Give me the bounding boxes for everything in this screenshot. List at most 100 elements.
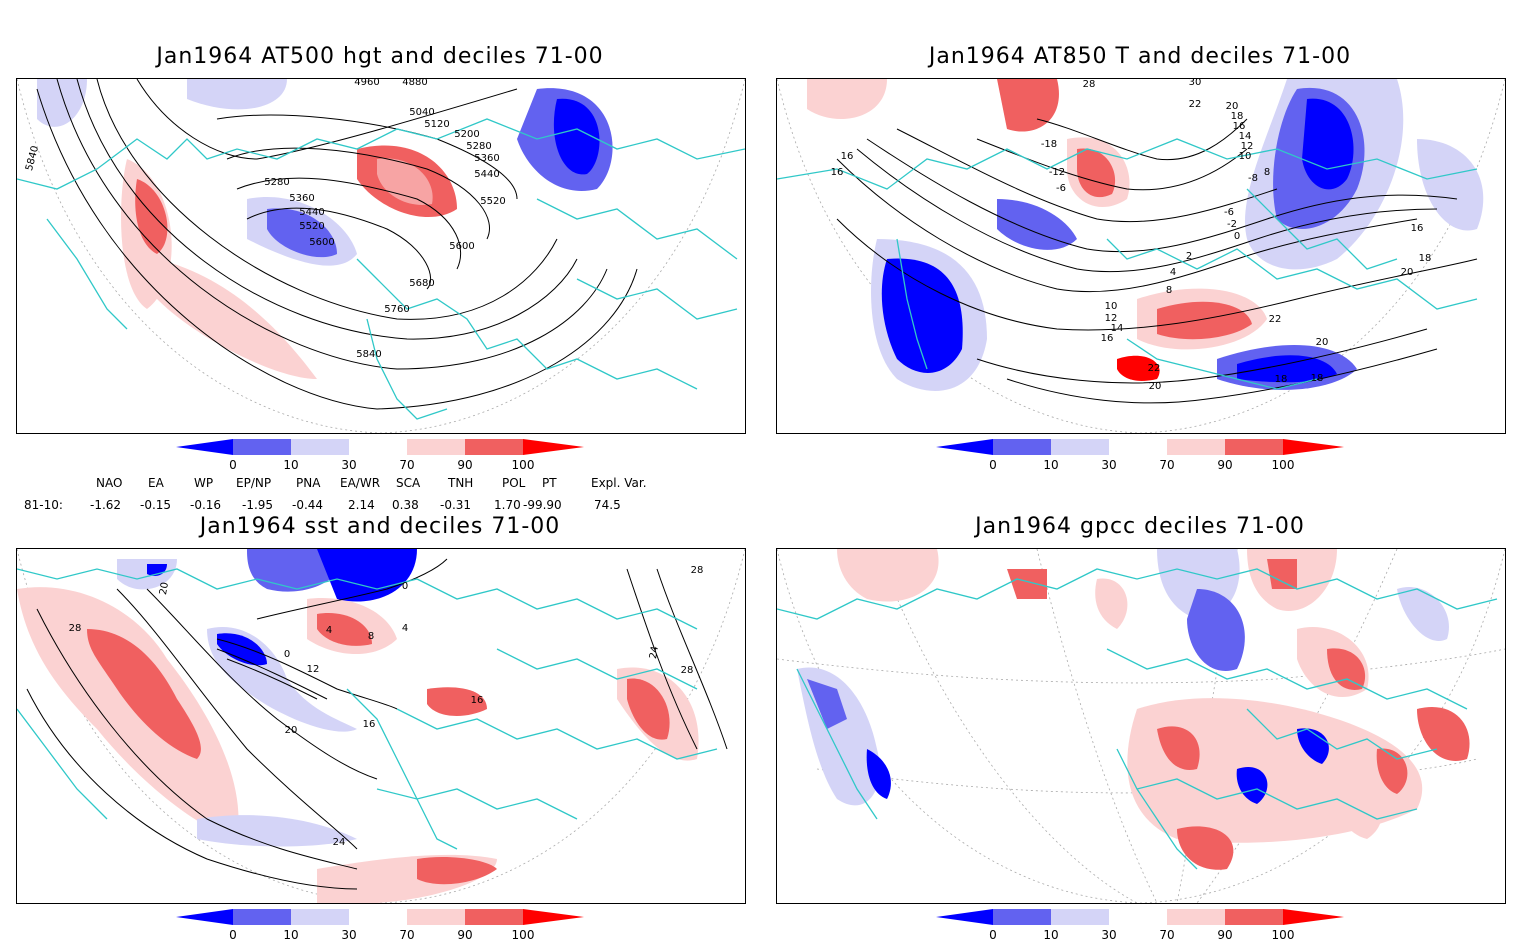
colorbar-label: 100 (1271, 458, 1295, 472)
contour-label: 20 (285, 725, 298, 736)
colorbar-t850: 0 10 30 70 90 100 (936, 439, 1344, 479)
contour-label: 18 (1419, 253, 1432, 264)
colorbar-segment (1109, 439, 1167, 455)
colorbar-segment (233, 909, 291, 925)
colorbar-segment (349, 909, 407, 925)
contour-label: 8 (1264, 167, 1270, 178)
colorbar-label: 10 (283, 928, 299, 942)
colorbar-label: 30 (341, 928, 357, 942)
contour-label: 10 (1239, 151, 1252, 162)
colorbar-segment (936, 439, 993, 455)
contour-label: 18 (1231, 111, 1244, 122)
contour-label: 5040 (409, 107, 434, 118)
contour-label: 4960 (354, 79, 379, 88)
contour-label: 24 (333, 837, 346, 848)
index-header: EA/WR (340, 476, 381, 490)
colorbar-label: 30 (1101, 458, 1117, 472)
colorbar-label: 30 (341, 458, 357, 472)
map-hgt500-canvas: 4960 4880 5040 5120 5200 5280 5360 5440 … (17, 79, 745, 433)
contour-label: 20 (1226, 101, 1239, 112)
contour-label: -8 (1248, 173, 1258, 184)
colorbar-segment (176, 439, 233, 455)
colorbar-segment (1051, 439, 1109, 455)
colorbar-segment (465, 439, 523, 455)
colorbar-label: 100 (511, 458, 535, 472)
index-header: TNH (448, 476, 474, 490)
contour-label: 5280 (466, 141, 491, 152)
contour-label: 16 (1101, 333, 1114, 344)
contour-label: 28 (1083, 79, 1096, 90)
colorbar-segment (291, 439, 349, 455)
contour-label: 5200 (454, 129, 479, 140)
index-value: -0.16 (190, 498, 222, 512)
colorbar-label: 0 (989, 458, 997, 472)
contour-label: 2 (1186, 251, 1192, 262)
colorbar-label: 70 (1159, 458, 1175, 472)
colorbar-label: 30 (1101, 928, 1117, 942)
contour-label: 16 (471, 695, 484, 706)
contour-label: 16 (363, 719, 376, 730)
teleconnection-indices: NAO EA WP EP/NP PNA EA/WR SCA TNH POL PT… (0, 474, 700, 514)
contour-label: 14 (1239, 131, 1252, 142)
index-value: -0.15 (140, 498, 172, 512)
contour-label: 20 (1316, 337, 1329, 348)
contour-label: 4 (326, 625, 332, 636)
colorbar-label: 10 (1043, 928, 1059, 942)
colorbar-segment (523, 909, 584, 925)
contour-label: 5520 (299, 221, 324, 232)
colorbar-label: 10 (283, 458, 299, 472)
contour-label: 5600 (309, 237, 334, 248)
panel-title-gpcc: Jan1964 gpcc deciles 71-00 (975, 514, 1305, 539)
contour-label: 4880 (402, 79, 427, 88)
contour-label: 18 (1275, 374, 1288, 385)
panel-title-hgt500: Jan1964 AT500 hgt and deciles 71-00 (156, 44, 604, 69)
index-value: -99.90 (523, 498, 562, 512)
index-value: -1.62 (90, 498, 122, 512)
contour-label: 18 (1311, 373, 1324, 384)
colorbar-segment (1283, 909, 1344, 925)
colorbar-label: 90 (1217, 928, 1233, 942)
colorbar-gpcc: 0 10 30 70 90 100 (936, 909, 1344, 949)
index-header: PNA (296, 476, 321, 490)
colorbar-segment (1225, 909, 1283, 925)
colorbar-segment (523, 439, 584, 455)
index-value: 2.14 (348, 498, 375, 512)
colorbar-label: 0 (229, 458, 237, 472)
contour-label: 12 (1241, 141, 1254, 152)
index-value: -0.31 (440, 498, 472, 512)
panel-title-t850: Jan1964 AT850 T and deciles 71-00 (928, 44, 1352, 69)
colorbar-label: 90 (1217, 458, 1233, 472)
index-header: Expl. Var. (591, 476, 647, 490)
index-header: EP/NP (236, 476, 272, 490)
contour-label: 5760 (384, 304, 409, 315)
colorbar-segment (993, 439, 1051, 455)
colorbar-segment (993, 909, 1051, 925)
contour-label: 4 (402, 623, 408, 634)
colorbar-label: 100 (1271, 928, 1295, 942)
colorbar-label: 90 (457, 928, 473, 942)
index-value: 74.5 (594, 498, 621, 512)
contour-label: 5120 (424, 119, 449, 130)
contour-label: -2 (1227, 219, 1237, 230)
colorbar-segment (176, 909, 233, 925)
index-value: -0.44 (292, 498, 324, 512)
contour-label: -12 (1049, 167, 1065, 178)
index-value: 0.38 (392, 498, 419, 512)
colorbar-segment (1283, 439, 1344, 455)
contour-label: 0 (402, 581, 408, 592)
contour-label: 5600 (449, 241, 474, 252)
map-panel-t850: 28 30 22 20 18 16 14 12 10 8 16 16 -18 -… (776, 78, 1506, 434)
contour-label: 5360 (474, 153, 499, 164)
contour-label: 10 (1105, 301, 1118, 312)
contour-label: 16 (831, 167, 844, 178)
colorbar-segment (465, 909, 523, 925)
contour-label: 5440 (474, 169, 499, 180)
panel-title-sst: Jan1964 sst and deciles 71-00 (199, 514, 561, 539)
index-value: 1.70 (494, 498, 521, 512)
map-panel-hgt500: 4960 4880 5040 5120 5200 5280 5360 5440 … (16, 78, 746, 434)
index-header: SCA (396, 476, 421, 490)
index-header: EA (148, 476, 164, 490)
colorbar-segment (291, 909, 349, 925)
index-value: -1.95 (242, 498, 274, 512)
colorbar-label: 90 (457, 458, 473, 472)
